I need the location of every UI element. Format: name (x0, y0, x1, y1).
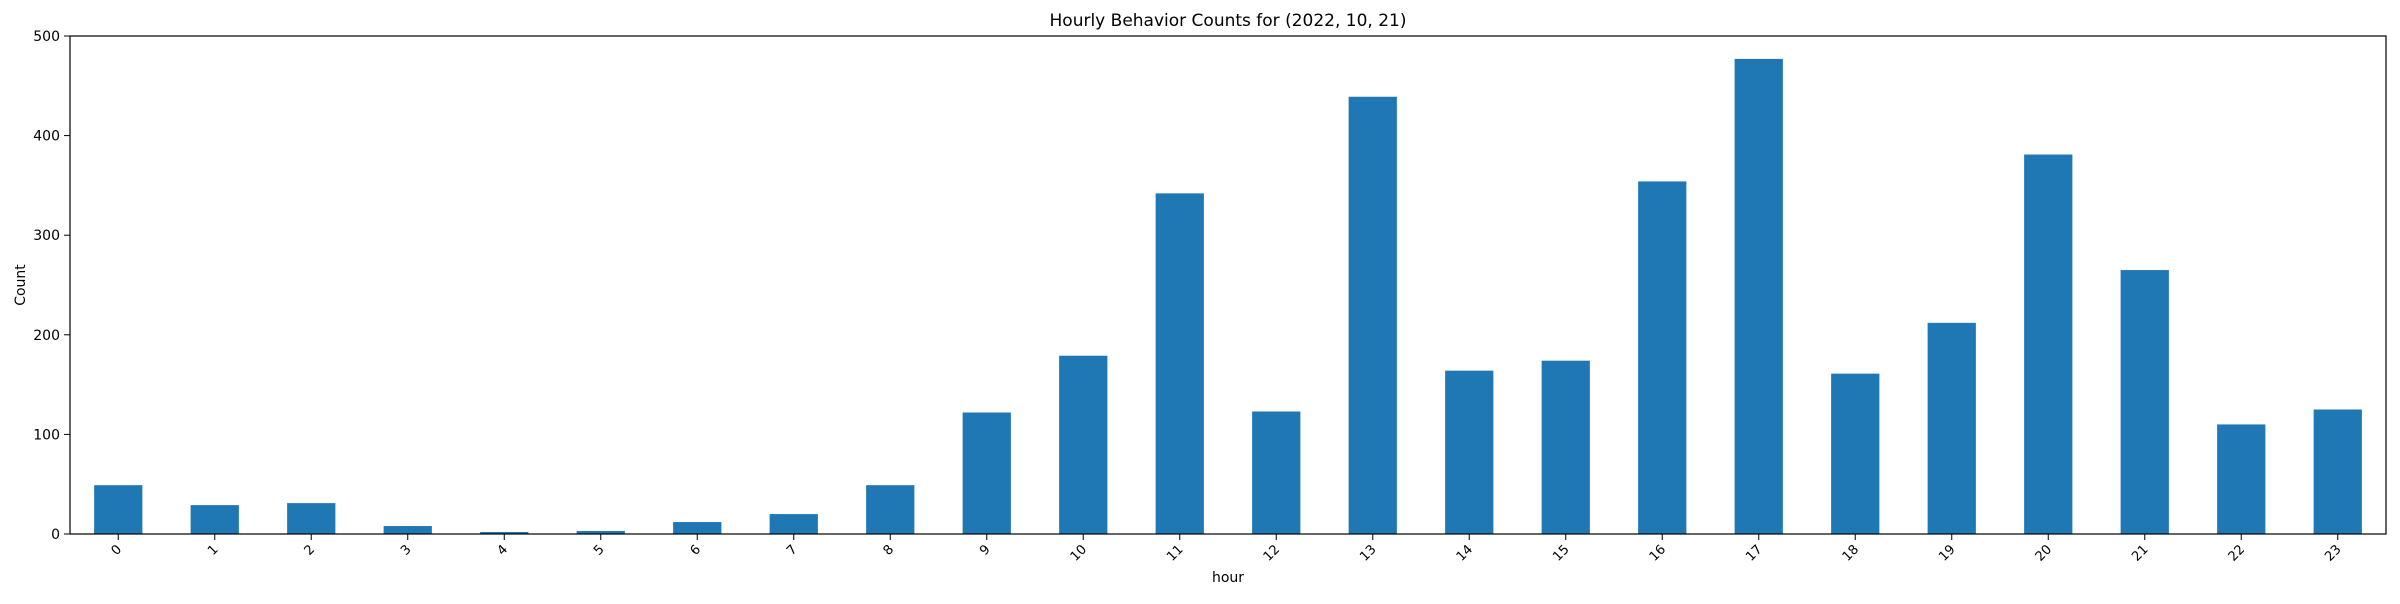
y-tick-label: 400 (33, 129, 60, 145)
bar-hour-20 (2024, 154, 2073, 535)
y-tick-label: 200 (33, 328, 60, 344)
x-tick-label: 8 (881, 542, 897, 558)
bar-hour-0 (94, 485, 143, 534)
bar-hour-8 (866, 485, 915, 534)
x-tick-label: 19 (1936, 542, 1958, 564)
x-tick-label: 10 (1068, 542, 1090, 564)
bar-hour-7 (769, 514, 818, 534)
plot-frame (69, 35, 2387, 535)
x-tick-label: 22 (2226, 542, 2248, 564)
bar-hour-11 (1155, 193, 1204, 535)
bar-hour-2 (287, 503, 336, 534)
bar-hour-22 (2217, 424, 2266, 534)
x-tick-label: 23 (2322, 542, 2344, 564)
chart-title: Hourly Behavior Counts for (2022, 10, 21… (1050, 11, 1407, 31)
x-tick-label: 16 (1647, 542, 1669, 564)
bar-hour-19 (1927, 322, 1976, 534)
bar-hour-15 (1541, 360, 1590, 534)
x-tick-label: 11 (1164, 542, 1186, 564)
x-tick-label: 4 (495, 542, 511, 558)
x-tick-label: 14 (1454, 542, 1476, 564)
bar-hour-13 (1348, 96, 1397, 535)
x-tick-label: 13 (1357, 542, 1379, 564)
x-tick-label: 3 (398, 542, 414, 558)
bar-hour-6 (673, 522, 722, 534)
x-axis-ticks: 0 1 2 3 4 5 6 7 8 9 10 11 12 13 14 15 16 17 18 19 20 21 22 23 (109, 534, 2345, 565)
x-tick-label: 17 (1743, 542, 1765, 564)
bars-group (94, 58, 2362, 535)
bar-hour-17 (1734, 58, 1783, 535)
bar-hour-23 (2313, 409, 2362, 534)
y-axis-ticks: 0 100 200 300 400 500 (33, 29, 70, 543)
bar-hour-4 (480, 532, 529, 534)
bar-hour-16 (1638, 181, 1687, 534)
y-tick-label: 100 (33, 427, 60, 443)
bar-hour-21 (2120, 270, 2169, 534)
y-tick-label: 500 (33, 29, 60, 45)
bar-hour-10 (1059, 355, 1108, 534)
x-tick-label: 12 (1261, 542, 1283, 564)
x-tick-label: 0 (109, 542, 125, 558)
x-tick-label: 20 (2033, 542, 2055, 564)
x-tick-label: 15 (1550, 542, 1572, 564)
bar-hour-14 (1445, 370, 1494, 534)
x-tick-label: 18 (1840, 542, 1862, 564)
bar-hour-1 (190, 505, 239, 534)
x-tick-label: 7 (784, 542, 800, 558)
x-tick-label: 5 (591, 542, 607, 558)
x-tick-label: 2 (302, 542, 318, 558)
x-tick-label: 21 (2129, 542, 2151, 564)
y-tick-label: 0 (51, 527, 60, 543)
y-axis-label: Count (13, 264, 29, 306)
bar-hour-5 (576, 531, 625, 534)
x-tick-label: 6 (688, 542, 704, 558)
bar-hour-9 (962, 412, 1011, 534)
bar-hour-12 (1252, 411, 1301, 534)
y-tick-label: 300 (33, 228, 60, 244)
bar-hour-18 (1831, 373, 1880, 534)
x-axis-label: hour (1212, 570, 1244, 586)
bar-hour-3 (383, 526, 432, 534)
x-tick-label: 1 (205, 542, 221, 558)
x-tick-label: 9 (977, 542, 993, 558)
